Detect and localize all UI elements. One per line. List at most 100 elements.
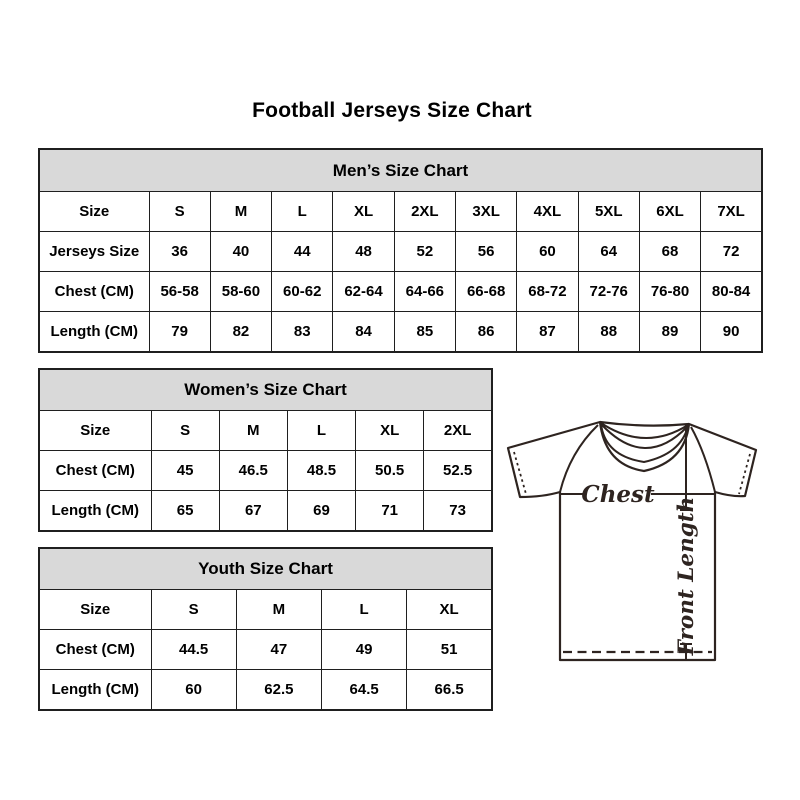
value-cell: 60-62	[271, 271, 334, 312]
value-cell: 48	[332, 231, 395, 272]
table-row: Length (CM) 79 82 83 84 85 86 87 88 89 90	[38, 311, 763, 352]
value-cell: 52	[393, 231, 456, 272]
table-row: Jerseys Size 36 40 44 48 52 56 60 64 68 72	[38, 231, 763, 272]
value-cell: 46.5	[218, 450, 288, 491]
value-cell: 89	[638, 311, 702, 352]
value-cell: 50.5	[355, 450, 425, 491]
value-cell: XL	[355, 410, 425, 451]
row-label: Length (CM)	[38, 311, 150, 352]
row-label: Size	[38, 191, 150, 232]
value-cell: 84	[332, 311, 395, 352]
row-label: Jerseys Size	[38, 231, 150, 272]
value-cell: 51	[406, 629, 493, 670]
value-cell: 48.5	[286, 450, 357, 491]
row-label: Size	[38, 589, 152, 630]
row-label: Chest (CM)	[38, 271, 150, 312]
value-cell: 71	[355, 490, 425, 531]
value-cell: 64-66	[393, 271, 456, 312]
table-row: Size S M L XL 2XL	[38, 410, 493, 451]
value-cell: 66-68	[454, 271, 518, 312]
value-cell: 6XL	[638, 191, 702, 232]
value-cell: 72	[700, 231, 763, 272]
value-cell: 69	[286, 490, 357, 531]
value-cell: XL	[332, 191, 395, 232]
row-label: Chest (CM)	[38, 450, 152, 491]
value-cell: 68	[638, 231, 702, 272]
value-cell: 76-80	[638, 271, 702, 312]
value-cell: 44.5	[150, 629, 237, 670]
table-header-row: Women’s Size Chart	[38, 368, 493, 411]
mens-size-table: Men’s Size Chart Size S M L XL 2XL 3XL 4XL 5XL 6XL…	[38, 148, 763, 353]
value-cell: 85	[393, 311, 456, 352]
value-cell: S	[150, 410, 220, 451]
value-cell: 73	[423, 490, 493, 531]
value-cell: 3XL	[454, 191, 518, 232]
value-cell: 49	[320, 629, 408, 670]
table-row: Chest (CM) 56-58 58-60 60-62 62-64 64-66 66-68…	[38, 271, 763, 312]
left-shoulder-seam	[559, 424, 599, 493]
chest-label: Chest	[581, 481, 655, 508]
value-cell: 7XL	[700, 191, 763, 232]
value-cell: 60	[516, 231, 579, 272]
value-cell: 2XL	[423, 410, 493, 451]
value-cell: 65	[150, 490, 220, 531]
value-cell: 64	[577, 231, 640, 272]
value-cell: M	[209, 191, 273, 232]
value-cell: M	[235, 589, 323, 630]
value-cell: 56-58	[148, 271, 211, 312]
value-cell: 44	[271, 231, 334, 272]
jersey-outline	[506, 420, 758, 662]
table-title: Women’s Size Chart	[38, 368, 493, 411]
collar-top-line	[599, 420, 690, 427]
value-cell: M	[218, 410, 288, 451]
row-label: Length (CM)	[38, 490, 152, 531]
value-cell: 58-60	[209, 271, 273, 312]
value-cell: 45	[150, 450, 220, 491]
table-row: Length (CM) 60 62.5 64.5 66.5	[38, 669, 493, 710]
right-shoulder-seam	[690, 426, 716, 493]
row-label: Chest (CM)	[38, 629, 152, 670]
value-cell: 72-76	[577, 271, 640, 312]
table-row: Size S M L XL	[38, 589, 493, 630]
value-cell: 80-84	[700, 271, 763, 312]
table-row: Size S M L XL 2XL 3XL 4XL 5XL 6XL 7XL	[38, 191, 763, 232]
value-cell: 56	[454, 231, 518, 272]
value-cell: 86	[454, 311, 518, 352]
collar-band-arc-2	[601, 424, 688, 449]
value-cell: L	[286, 410, 357, 451]
table-header-row: Youth Size Chart	[38, 547, 493, 590]
collar-band-arc-1	[600, 422, 689, 439]
front-length-measure-line	[680, 424, 692, 660]
table-header-row: Men’s Size Chart	[38, 148, 763, 192]
left-cuff-dashed-line	[513, 451, 527, 495]
value-cell: S	[148, 191, 211, 232]
row-label: Length (CM)	[38, 669, 152, 710]
value-cell: XL	[406, 589, 493, 630]
front-length-label: Front Length	[674, 497, 699, 657]
womens-size-table: Women’s Size Chart Size S M L XL 2XL Chest (CM)…	[38, 368, 493, 532]
table-row: Chest (CM) 45 46.5 48.5 50.5 52.5	[38, 450, 493, 491]
page-title: Football Jerseys Size Chart	[252, 99, 532, 122]
table-title: Men’s Size Chart	[38, 148, 763, 192]
value-cell: 36	[148, 231, 211, 272]
table-title: Youth Size Chart	[38, 547, 493, 590]
vneck-inner-curve	[600, 423, 689, 464]
value-cell: 62.5	[235, 669, 323, 710]
value-cell: 83	[271, 311, 334, 352]
value-cell: 64.5	[320, 669, 408, 710]
value-cell: 5XL	[577, 191, 640, 232]
value-cell: 66.5	[406, 669, 493, 710]
value-cell: 87	[516, 311, 579, 352]
jersey-measurement-diagram: Chest Front Length	[505, 404, 763, 666]
youth-size-table: Youth Size Chart Size S M L XL Chest (CM) 44.5 4…	[38, 547, 493, 711]
value-cell: S	[150, 589, 237, 630]
table-row: Length (CM) 65 67 69 71 73	[38, 490, 493, 531]
value-cell: 67	[218, 490, 288, 531]
value-cell: 79	[148, 311, 211, 352]
value-cell: 52.5	[423, 450, 493, 491]
value-cell: 68-72	[516, 271, 579, 312]
right-cuff-dashed-line	[738, 453, 751, 495]
value-cell: 62-64	[332, 271, 395, 312]
value-cell: 60	[150, 669, 237, 710]
